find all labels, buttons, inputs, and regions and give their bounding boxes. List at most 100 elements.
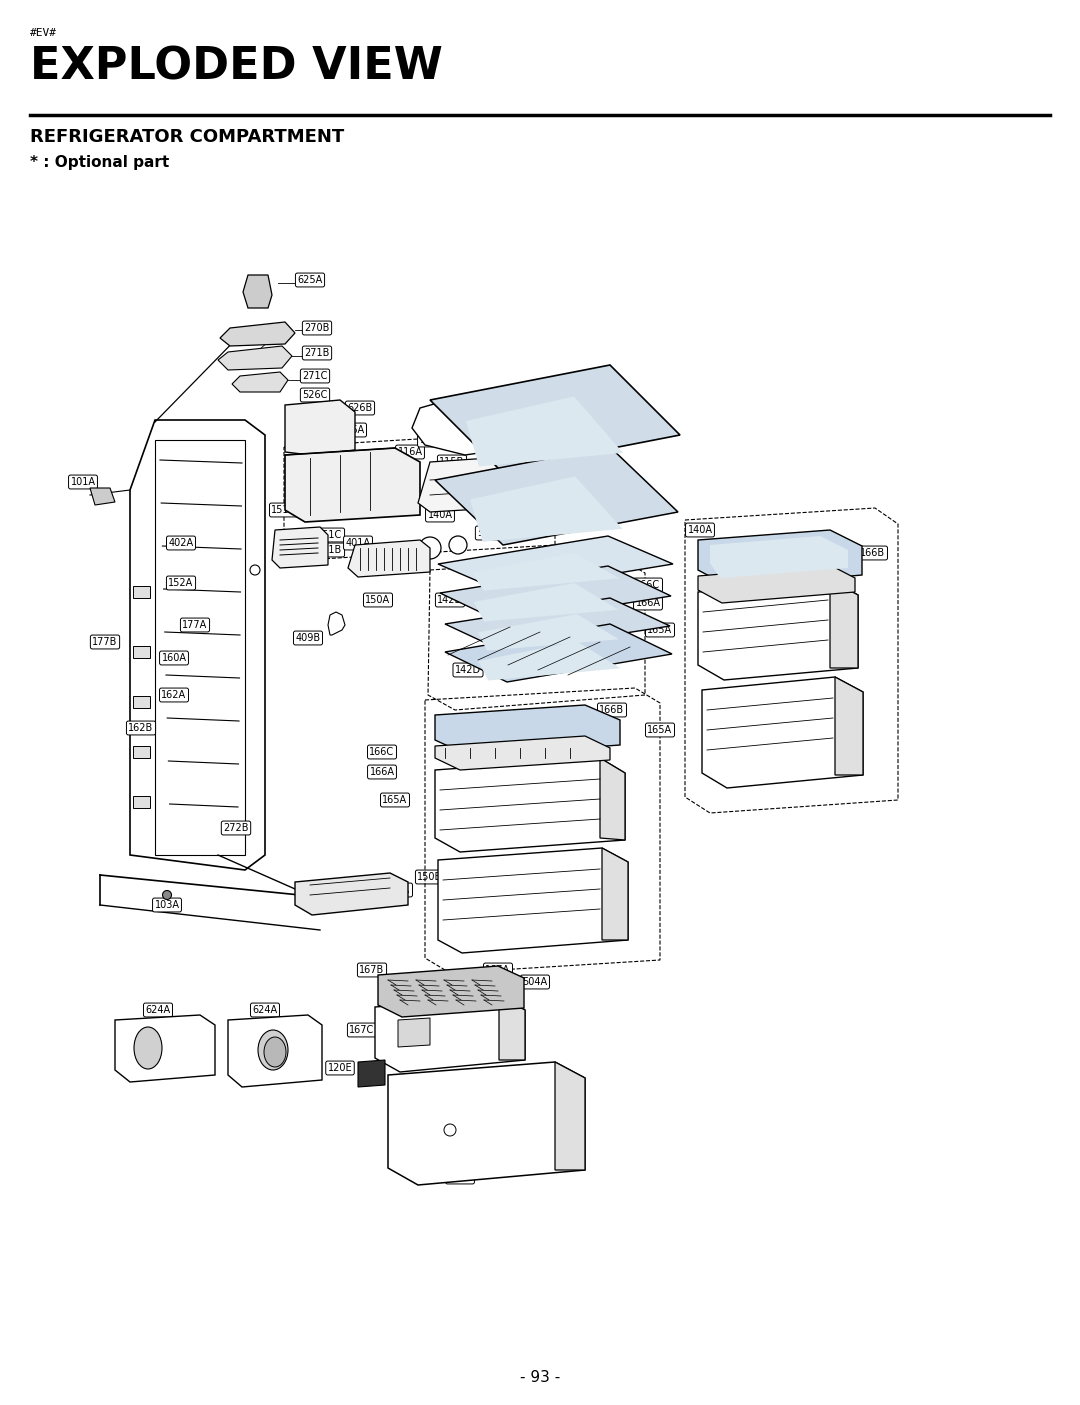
Text: 626B: 626B bbox=[348, 403, 373, 413]
Text: 402A: 402A bbox=[168, 538, 193, 548]
Ellipse shape bbox=[249, 565, 260, 575]
Text: 150B: 150B bbox=[417, 873, 443, 882]
Polygon shape bbox=[555, 1062, 585, 1170]
Polygon shape bbox=[702, 677, 863, 788]
Text: 151B: 151B bbox=[318, 545, 342, 555]
Text: 149E: 149E bbox=[597, 510, 622, 520]
Text: EXPLODED VIEW: EXPLODED VIEW bbox=[30, 45, 443, 89]
Polygon shape bbox=[430, 365, 680, 471]
Text: 271C: 271C bbox=[302, 371, 327, 381]
Text: 142C: 142C bbox=[594, 561, 620, 570]
Polygon shape bbox=[474, 583, 619, 621]
Text: 166B: 166B bbox=[599, 705, 624, 715]
Text: 116A: 116A bbox=[397, 447, 422, 457]
Polygon shape bbox=[602, 849, 627, 940]
Polygon shape bbox=[698, 580, 858, 680]
Text: 624A: 624A bbox=[146, 1005, 171, 1014]
Polygon shape bbox=[156, 440, 245, 856]
Text: 165A: 165A bbox=[382, 795, 407, 805]
Text: 101A: 101A bbox=[70, 478, 95, 488]
Polygon shape bbox=[228, 1014, 322, 1087]
Polygon shape bbox=[133, 695, 150, 708]
Text: 151A: 151A bbox=[271, 504, 297, 516]
Text: 120E: 120E bbox=[327, 1064, 352, 1073]
Ellipse shape bbox=[264, 1037, 286, 1066]
Text: 271B: 271B bbox=[305, 348, 329, 358]
Text: 151C: 151C bbox=[318, 530, 342, 540]
Polygon shape bbox=[698, 565, 855, 603]
Text: 504A: 504A bbox=[523, 976, 548, 986]
Polygon shape bbox=[445, 624, 672, 681]
Text: 168A: 168A bbox=[447, 1172, 473, 1182]
Polygon shape bbox=[710, 535, 848, 577]
Polygon shape bbox=[90, 488, 114, 504]
Polygon shape bbox=[130, 420, 265, 870]
Polygon shape bbox=[375, 998, 525, 1072]
Text: 150A: 150A bbox=[365, 594, 391, 606]
Polygon shape bbox=[445, 599, 670, 652]
Text: 166C: 166C bbox=[369, 747, 394, 757]
Text: 103A: 103A bbox=[154, 901, 179, 910]
Text: 524C: 524C bbox=[477, 528, 502, 538]
Polygon shape bbox=[440, 566, 671, 622]
Polygon shape bbox=[472, 552, 620, 590]
Text: * : Optional part: * : Optional part bbox=[30, 155, 170, 170]
Polygon shape bbox=[478, 642, 620, 680]
Text: 526C: 526C bbox=[302, 391, 327, 400]
Polygon shape bbox=[378, 967, 524, 1017]
Text: 166A: 166A bbox=[369, 767, 394, 777]
Polygon shape bbox=[232, 372, 288, 392]
Text: 270B: 270B bbox=[305, 323, 329, 333]
Text: 409B: 409B bbox=[296, 634, 321, 643]
Text: 272B: 272B bbox=[224, 823, 248, 833]
Polygon shape bbox=[835, 677, 863, 776]
Text: 167A: 167A bbox=[485, 965, 511, 975]
Text: 401A: 401A bbox=[346, 538, 370, 548]
Polygon shape bbox=[220, 322, 295, 346]
Text: 177B: 177B bbox=[92, 636, 118, 646]
Text: 167C: 167C bbox=[349, 1026, 375, 1035]
Text: #EV#: #EV# bbox=[30, 28, 57, 38]
Polygon shape bbox=[435, 736, 610, 770]
Text: 167B: 167B bbox=[360, 965, 384, 975]
Text: 177A: 177A bbox=[183, 620, 207, 629]
Text: 625A: 625A bbox=[297, 275, 323, 285]
Polygon shape bbox=[357, 1059, 384, 1087]
Polygon shape bbox=[831, 580, 858, 667]
Ellipse shape bbox=[444, 1124, 456, 1137]
Polygon shape bbox=[418, 455, 548, 511]
Polygon shape bbox=[218, 346, 292, 370]
Text: 140A: 140A bbox=[688, 525, 713, 535]
Text: 506A: 506A bbox=[339, 424, 365, 436]
Polygon shape bbox=[465, 396, 623, 466]
Text: 146A: 146A bbox=[483, 395, 508, 405]
Text: 140A: 140A bbox=[428, 510, 453, 520]
Polygon shape bbox=[438, 535, 673, 592]
Polygon shape bbox=[133, 746, 150, 759]
Text: 165A: 165A bbox=[386, 885, 410, 895]
Text: 166B: 166B bbox=[861, 548, 886, 558]
Text: REFRIGERATOR COMPARTMENT: REFRIGERATOR COMPARTMENT bbox=[30, 128, 345, 146]
Polygon shape bbox=[133, 586, 150, 599]
Polygon shape bbox=[438, 849, 627, 953]
Ellipse shape bbox=[258, 1030, 288, 1071]
Polygon shape bbox=[285, 400, 355, 455]
Polygon shape bbox=[478, 614, 619, 651]
Text: 165A: 165A bbox=[647, 725, 673, 735]
Text: - 93 -: - 93 - bbox=[519, 1370, 561, 1385]
Polygon shape bbox=[411, 398, 505, 455]
Text: 160A: 160A bbox=[162, 653, 187, 663]
Text: 142B: 142B bbox=[437, 594, 462, 606]
Polygon shape bbox=[435, 759, 625, 851]
Text: 166A: 166A bbox=[635, 599, 661, 608]
Polygon shape bbox=[133, 646, 150, 658]
Polygon shape bbox=[295, 873, 408, 915]
Polygon shape bbox=[399, 1019, 430, 1047]
Polygon shape bbox=[499, 998, 525, 1059]
Text: 624A: 624A bbox=[253, 1005, 278, 1014]
Polygon shape bbox=[133, 797, 150, 808]
Text: 115B: 115B bbox=[440, 457, 464, 466]
Ellipse shape bbox=[449, 535, 467, 554]
Polygon shape bbox=[243, 275, 272, 308]
Ellipse shape bbox=[134, 1027, 162, 1069]
